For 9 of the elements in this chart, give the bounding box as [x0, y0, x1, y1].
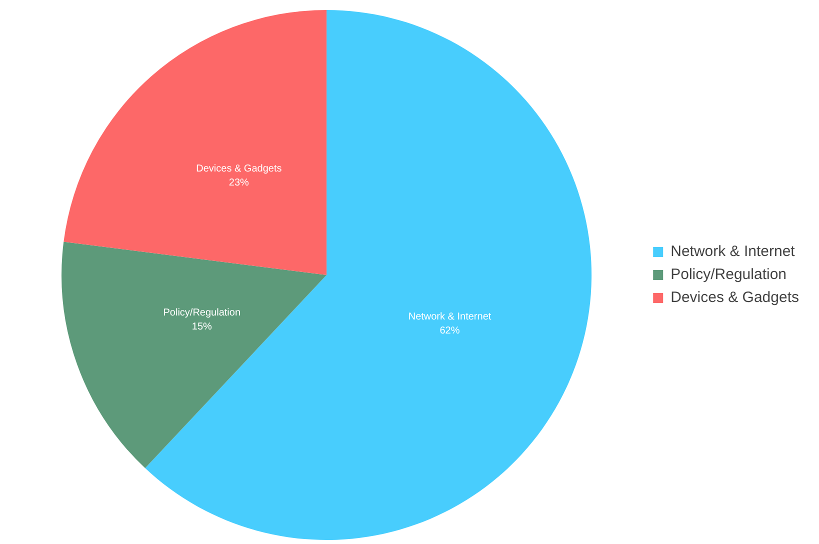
legend-label: Network & Internet — [670, 243, 796, 260]
data-label: 15% — [192, 322, 212, 333]
data-label: 62% — [440, 326, 460, 337]
legend-label: Policy/Regulation — [670, 266, 787, 284]
slice-label: Network & Internet — [408, 312, 492, 323]
legend-label: Devices & Gadgets — [670, 289, 800, 306]
slice-label: Policy/Regulation — [163, 308, 241, 319]
slice-label: Devices & Gadgets — [196, 163, 282, 174]
data-label: 23% — [228, 177, 250, 188]
